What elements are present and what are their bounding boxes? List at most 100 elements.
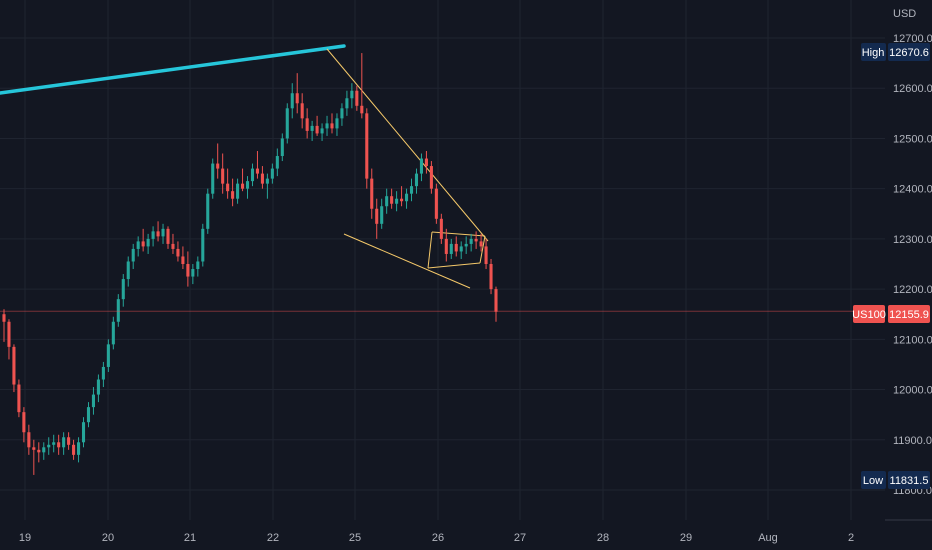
candle-body	[419, 158, 423, 174]
price-tick-label: 12300.0	[893, 234, 932, 246]
candle	[320, 123, 324, 141]
candle	[350, 83, 354, 109]
flag-close-line[interactable]	[479, 235, 486, 264]
candle	[86, 402, 91, 428]
candle-body	[221, 168, 225, 184]
candle-body	[201, 228, 205, 262]
candle	[310, 120, 314, 141]
low-badge-label: Low	[863, 475, 883, 487]
price-tick-label: 12500.0	[893, 133, 932, 145]
time-tick-label: 21	[184, 532, 196, 544]
candle-body	[275, 156, 279, 169]
candle-body	[42, 447, 46, 453]
time-tick-label: 20	[102, 532, 114, 544]
wedge-lower-line[interactable]	[343, 233, 471, 289]
candle	[255, 151, 259, 179]
candle	[390, 188, 394, 209]
candle-body	[360, 105, 364, 114]
flag-lower-line[interactable]	[427, 262, 481, 269]
candle	[201, 223, 205, 267]
candle	[156, 221, 160, 242]
candle-body	[305, 118, 309, 131]
candle-body	[320, 128, 324, 134]
candle-body	[96, 379, 100, 395]
candle	[91, 387, 95, 415]
candle	[355, 85, 359, 111]
candle-body	[395, 198, 399, 204]
candle-body	[231, 191, 235, 199]
price-tick-label: 12600.0	[893, 83, 932, 95]
candle-body	[270, 168, 274, 179]
resistance-trendline[interactable]	[0, 44, 346, 95]
candle	[96, 374, 100, 403]
candle-body	[474, 238, 478, 242]
candlestick-series	[2, 53, 498, 475]
candle-body	[161, 228, 165, 237]
candle	[370, 168, 374, 219]
candle-body	[241, 183, 245, 189]
candle-body	[345, 98, 349, 109]
time-tick-label: Aug	[758, 532, 778, 544]
candle	[211, 158, 215, 199]
time-axis[interactable]: 19 20 21 22 25 26 27 28 29 Aug 2	[0, 519, 932, 550]
candle	[479, 233, 483, 252]
candle-body	[469, 238, 473, 244]
candle-body	[265, 178, 269, 184]
candle-body	[494, 289, 498, 312]
time-tick-label: 25	[349, 532, 361, 544]
candle-body	[72, 444, 76, 455]
candle-body	[370, 178, 374, 209]
candle-body	[454, 243, 458, 252]
candle	[17, 379, 21, 418]
candle	[221, 153, 225, 194]
candle-body	[385, 196, 389, 207]
last-price-value: 12155.9	[889, 309, 929, 321]
candle-body	[414, 173, 419, 187]
candle	[429, 161, 433, 194]
candle	[57, 434, 61, 455]
candle-body	[211, 163, 215, 194]
wedge-upper-line[interactable]	[326, 48, 489, 242]
candle	[111, 316, 115, 350]
candle	[419, 153, 423, 182]
candle-body	[32, 447, 36, 450]
candle	[77, 437, 81, 463]
candle	[176, 241, 180, 262]
candle	[136, 236, 140, 257]
candle	[32, 439, 36, 475]
high-badge: High 12670.6	[861, 43, 930, 61]
candle	[449, 238, 453, 259]
candle-body	[81, 422, 86, 443]
candle-body	[405, 193, 409, 202]
candle-body	[464, 243, 468, 247]
candle	[241, 168, 245, 192]
candle	[191, 264, 195, 285]
candle	[280, 133, 284, 162]
flag-open-line[interactable]	[427, 231, 433, 269]
candle-body	[280, 138, 284, 157]
candle	[146, 233, 150, 254]
low-badge: Low 11831.5	[861, 471, 930, 489]
candle	[464, 236, 468, 254]
candle-body	[146, 238, 150, 247]
candle-body	[206, 193, 210, 229]
candle-body	[126, 261, 130, 280]
price-axis[interactable]: USD 12700.0 12600.0 12500.0 12400.0 12300.0 1…	[885, 0, 932, 550]
candle-body	[380, 206, 384, 224]
candle-body	[285, 108, 289, 139]
last-price-badge: US100 12155.9	[852, 305, 930, 323]
candle	[7, 319, 11, 360]
candle	[171, 233, 175, 254]
candle-body	[409, 186, 414, 194]
candle-body	[86, 407, 91, 423]
candle-body	[17, 384, 21, 413]
candle-body	[57, 442, 61, 448]
candle-body	[176, 248, 180, 257]
candle-body	[7, 321, 11, 347]
price-tick-label: 12200.0	[893, 284, 932, 296]
candle-body	[484, 246, 488, 264]
candle	[295, 73, 299, 114]
candle-body	[330, 123, 334, 129]
candle	[27, 424, 31, 455]
